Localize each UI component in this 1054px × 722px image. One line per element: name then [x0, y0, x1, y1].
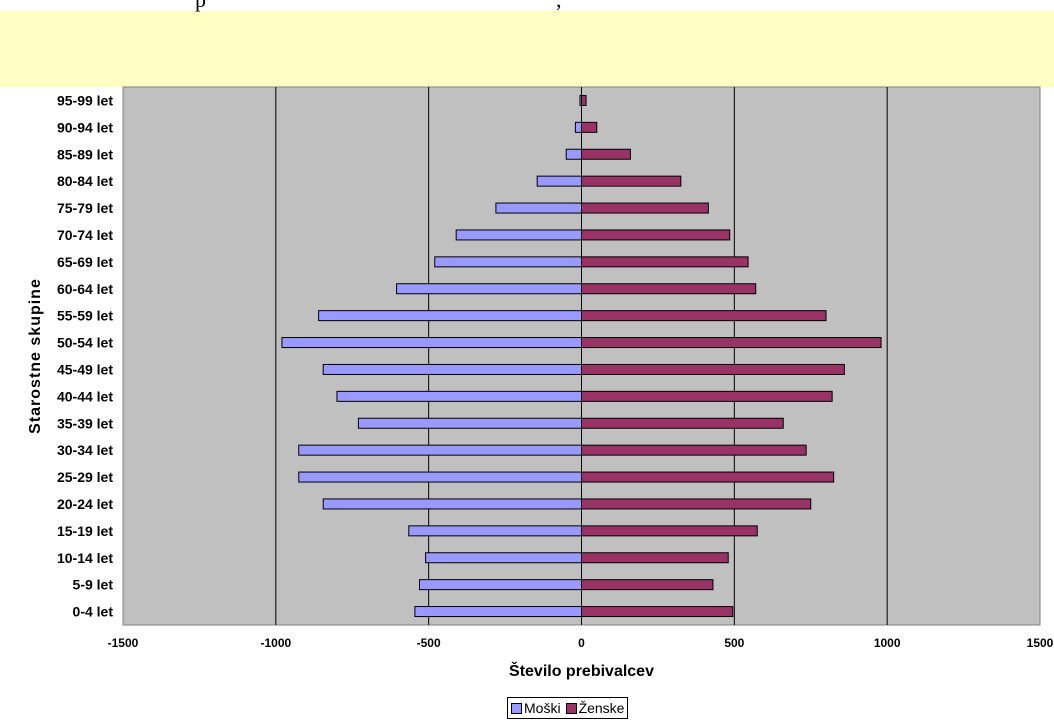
y-tick-label: 10-14 let — [57, 550, 113, 566]
bar-female — [581, 175, 682, 187]
x-tick-label: -1500 — [108, 636, 139, 650]
bar-male — [574, 121, 582, 133]
y-tick-label: 15-19 let — [57, 523, 113, 539]
chart-area-background — [0, 11, 1054, 87]
legend: Moški Ženske — [507, 697, 629, 719]
bar-female — [581, 417, 784, 429]
x-axis-title: Število prebivalcev — [509, 661, 654, 680]
y-tick-label: 45-49 let — [57, 361, 113, 377]
legend-label-female: Ženske — [578, 700, 625, 716]
bar-male — [396, 283, 582, 295]
bar-male — [298, 471, 582, 483]
header-right-fragment: , — [556, 0, 562, 12]
bar-male — [298, 444, 582, 456]
y-tick-label: 20-24 let — [57, 496, 113, 512]
legend-swatch-male — [511, 702, 522, 714]
bar-female — [581, 471, 835, 483]
y-tick-label: 85-89 let — [57, 146, 113, 162]
y-tick-label: 75-79 let — [57, 200, 113, 216]
bar-male — [318, 310, 582, 322]
bar-female — [581, 229, 731, 241]
bar-male — [434, 256, 582, 268]
bar-male — [495, 202, 582, 214]
legend-item-female: Ženske — [565, 700, 625, 716]
bars — [281, 94, 882, 618]
bar-male — [414, 606, 582, 618]
header-left-fragment: p — [195, 0, 206, 12]
y-tick-label: 80-84 let — [57, 173, 113, 189]
y-tick-label: 90-94 let — [57, 119, 113, 135]
x-tick-label: 1000 — [874, 636, 901, 650]
bar-male — [408, 525, 582, 537]
bar-female — [581, 552, 729, 564]
bar-male — [418, 579, 582, 591]
y-tick-label: 65-69 let — [57, 254, 113, 270]
y-tick-label: 5-9 let — [73, 577, 114, 593]
x-tick-label: -500 — [417, 636, 441, 650]
x-axis-tick-labels: -1500 -1000 -500 0 500 1000 1500 — [108, 636, 1054, 650]
bar-male — [322, 498, 582, 510]
bar-male — [455, 229, 582, 241]
y-axis-title: Starostne skupine — [27, 278, 44, 434]
bar-female — [581, 579, 714, 591]
x-tick-label: 1500 — [1027, 636, 1054, 650]
y-tick-label: 95-99 let — [57, 92, 113, 108]
bar-female — [581, 606, 734, 618]
y-tick-label: 50-54 let — [57, 335, 113, 351]
bar-female — [581, 202, 709, 214]
bar-female — [581, 390, 833, 402]
bar-male — [565, 148, 583, 160]
bar-female — [581, 94, 587, 106]
partial-header-text: p, — [195, 0, 562, 13]
bar-male — [336, 390, 583, 402]
bar-female — [581, 310, 827, 322]
y-tick-label: 30-34 let — [57, 442, 113, 458]
bar-female — [581, 256, 749, 268]
legend-swatch-female — [565, 702, 577, 714]
bar-female — [581, 525, 758, 537]
y-axis-tick-labels: 0-4 let 5-9 let 10-14 let 15-19 let 20-24 le… — [57, 92, 113, 619]
bar-male — [322, 363, 582, 375]
y-tick-label: 60-64 let — [57, 281, 113, 297]
y-tick-label: 40-44 let — [57, 388, 113, 404]
bar-female — [581, 498, 812, 510]
bar-female — [581, 363, 845, 375]
x-tick-label: 0 — [578, 636, 585, 650]
bar-female — [581, 283, 757, 295]
legend-label-male: Moški — [524, 700, 561, 716]
y-tick-label: 35-39 let — [57, 415, 113, 431]
bar-male — [536, 175, 583, 187]
bar-male — [425, 552, 582, 564]
x-tick-label: -1000 — [260, 636, 291, 650]
x-tick-label: 500 — [724, 636, 744, 650]
bar-female — [581, 337, 882, 349]
y-tick-label: 25-29 let — [57, 469, 113, 485]
y-tick-label: 55-59 let — [57, 308, 113, 324]
bar-female — [581, 121, 598, 133]
bar-female — [581, 148, 631, 160]
legend-item-male: Moški — [511, 700, 561, 716]
bar-female — [581, 444, 807, 456]
bar-male — [357, 417, 583, 429]
y-tick-label: 0-4 let — [73, 604, 114, 620]
bar-male — [281, 337, 582, 349]
y-tick-label: 70-74 let — [57, 227, 113, 243]
